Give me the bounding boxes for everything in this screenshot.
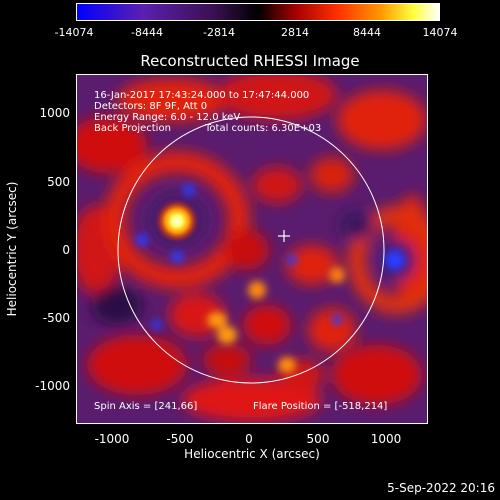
flare-source [155, 199, 199, 243]
y-tick-label: -500 [42, 311, 70, 325]
colorbar-tick: 8444 [353, 26, 381, 39]
colorbar-tick: -8444 [131, 26, 163, 39]
annotation-counts: Total counts: 6.30E+03 [205, 123, 322, 134]
y-tick-label: 0 [62, 243, 70, 257]
colorbar-tick: 2814 [281, 26, 309, 39]
annotation-time-range: 16-Jan-2017 17:43:24.000 to 17:47:44.000 [94, 90, 310, 101]
rhessi-image-svg [77, 75, 427, 423]
y-tick-label: -1000 [35, 379, 70, 393]
annotation-energy: Energy Range: 6.0 - 12.0 keV [94, 112, 241, 123]
annotation-method: Back Projection [94, 123, 171, 134]
plot-title: Reconstructed RHESSI Image [140, 52, 360, 70]
solar-limb-circle [117, 116, 385, 384]
y-tick-label: 1000 [39, 106, 70, 120]
colorbar-tick: 14074 [422, 26, 458, 39]
rhessi-image: 16-Jan-2017 17:43:24.000 to 17:47:44.000… [76, 74, 428, 424]
annotation-spin-axis: Spin Axis = [241,66] [94, 401, 198, 412]
x-tick-label: 0 [245, 432, 253, 446]
colorbar-tick: -14074 [54, 26, 94, 39]
annotation-flare-position: Flare Position = [-518,214] [253, 401, 388, 412]
x-tick-label: 1000 [370, 432, 402, 446]
y-tick-label: 500 [47, 175, 70, 189]
x-tick-label: 500 [306, 432, 330, 446]
y-axis-label: Heliocentric Y (arcsec) [5, 181, 19, 317]
annotation-detectors: Detectors: 8F 9F, Att 0 [94, 101, 208, 112]
x-tick-label: -500 [166, 432, 194, 446]
x-axis-label: Heliocentric X (arcsec) [184, 447, 320, 461]
colorbar-tick: -2814 [203, 26, 235, 39]
timestamp: 5-Sep-2022 20:16 [387, 481, 495, 495]
colorbar [76, 3, 440, 21]
spin-axis-marker [278, 230, 290, 242]
x-tick-label: -1000 [94, 432, 130, 446]
